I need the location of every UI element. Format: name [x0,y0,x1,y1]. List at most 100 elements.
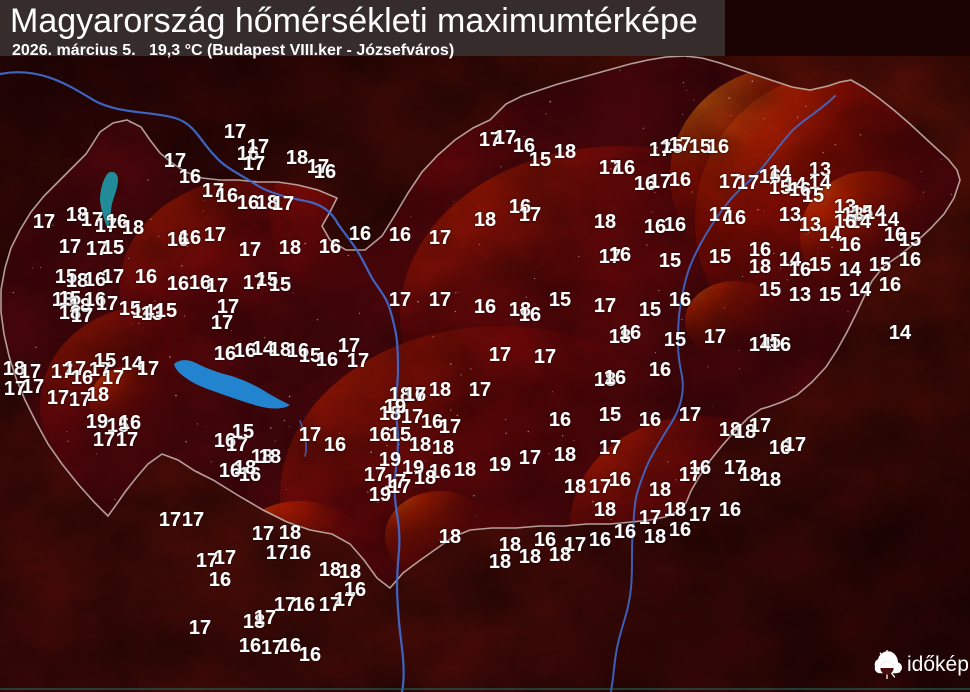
svg-text:17: 17 [211,312,233,334]
svg-text:17: 17 [519,204,541,226]
svg-text:15: 15 [389,424,411,446]
svg-text:17: 17 [689,504,711,526]
svg-text:17: 17 [389,476,411,498]
svg-text:14: 14 [889,322,912,344]
svg-text:18: 18 [749,256,771,278]
svg-text:15: 15 [759,279,781,301]
svg-text:18: 18 [122,217,144,239]
svg-text:16: 16 [216,185,238,207]
svg-text:13: 13 [789,284,811,306]
svg-text:18: 18 [414,467,436,489]
svg-text:17: 17 [737,172,759,194]
svg-text:16: 16 [179,166,201,188]
svg-text:16: 16 [369,424,391,446]
svg-text:18: 18 [409,434,431,456]
svg-text:15: 15 [869,254,891,276]
svg-text:16: 16 [279,635,301,657]
svg-text:16: 16 [664,214,686,236]
svg-text:17: 17 [594,295,616,317]
svg-text:17: 17 [33,211,55,233]
svg-text:17: 17 [469,379,491,401]
svg-text:17: 17 [489,344,511,366]
svg-text:16: 16 [474,296,496,318]
svg-text:17: 17 [22,376,44,398]
svg-text:17: 17 [347,350,369,372]
svg-text:18: 18 [319,559,341,581]
svg-text:18: 18 [439,526,461,548]
svg-text:18: 18 [519,546,541,568]
svg-text:19: 19 [384,396,406,418]
svg-text:18: 18 [594,211,616,233]
svg-text:16: 16 [316,349,338,371]
svg-text:16: 16 [293,594,315,616]
svg-text:17: 17 [266,542,288,564]
svg-text:18: 18 [489,551,511,573]
svg-text:15: 15 [639,299,661,321]
svg-text:16: 16 [619,322,641,344]
svg-text:16: 16 [609,469,631,491]
svg-text:16: 16 [669,169,691,191]
svg-text:17: 17 [749,415,771,437]
svg-text:17: 17 [254,607,276,629]
svg-text:18: 18 [474,209,496,231]
svg-text:16: 16 [724,207,746,229]
svg-text:15: 15 [155,300,177,322]
svg-text:16: 16 [179,227,201,249]
svg-text:14: 14 [849,279,872,301]
svg-text:17: 17 [93,429,115,451]
svg-text:16: 16 [879,274,901,296]
svg-text:17: 17 [784,434,806,456]
svg-text:17: 17 [299,424,321,446]
svg-text:16: 16 [319,236,341,258]
svg-text:16: 16 [349,223,371,245]
svg-text:17: 17 [224,121,246,143]
svg-text:15: 15 [819,284,841,306]
svg-text:15: 15 [664,329,686,351]
svg-text:17: 17 [102,266,124,288]
svg-text:16: 16 [719,499,741,521]
svg-text:15: 15 [899,229,921,251]
svg-text:18: 18 [564,476,586,498]
svg-text:18: 18 [759,469,781,491]
svg-text:18: 18 [649,479,671,501]
svg-text:17: 17 [679,404,701,426]
svg-text:16: 16 [839,234,861,256]
svg-text:17: 17 [116,429,138,451]
svg-text:16: 16 [344,579,366,601]
svg-text:17: 17 [389,289,411,311]
svg-text:17: 17 [182,509,204,531]
svg-text:15: 15 [549,289,571,311]
svg-text:18: 18 [594,499,616,521]
svg-text:17: 17 [159,509,181,531]
svg-text:17: 17 [404,384,426,406]
svg-text:15: 15 [599,404,621,426]
svg-text:16: 16 [299,644,321,666]
svg-text:17: 17 [59,236,81,258]
svg-text:17: 17 [71,305,93,327]
svg-text:16: 16 [639,409,661,431]
svg-text:18: 18 [664,499,686,521]
svg-text:15: 15 [269,274,291,296]
svg-text:17: 17 [204,224,226,246]
svg-text:14: 14 [839,259,862,281]
svg-text:16: 16 [214,343,236,365]
svg-text:17: 17 [96,293,118,315]
svg-text:16: 16 [899,249,921,271]
svg-text:15: 15 [529,149,551,171]
svg-text:16: 16 [549,409,571,431]
svg-text:15: 15 [809,254,831,276]
svg-text:16: 16 [589,529,611,551]
svg-text:15: 15 [102,237,124,259]
svg-text:16: 16 [239,635,261,657]
svg-text:17: 17 [189,617,211,639]
svg-text:18: 18 [286,147,308,169]
svg-text:18: 18 [644,526,666,548]
svg-text:18: 18 [549,544,571,566]
svg-text:16: 16 [519,304,541,326]
svg-text:19: 19 [489,454,511,476]
svg-text:17: 17 [47,387,69,409]
svg-text:17: 17 [206,275,228,297]
svg-text:18: 18 [432,437,454,459]
svg-text:18: 18 [739,464,761,486]
svg-text:16: 16 [707,136,729,158]
